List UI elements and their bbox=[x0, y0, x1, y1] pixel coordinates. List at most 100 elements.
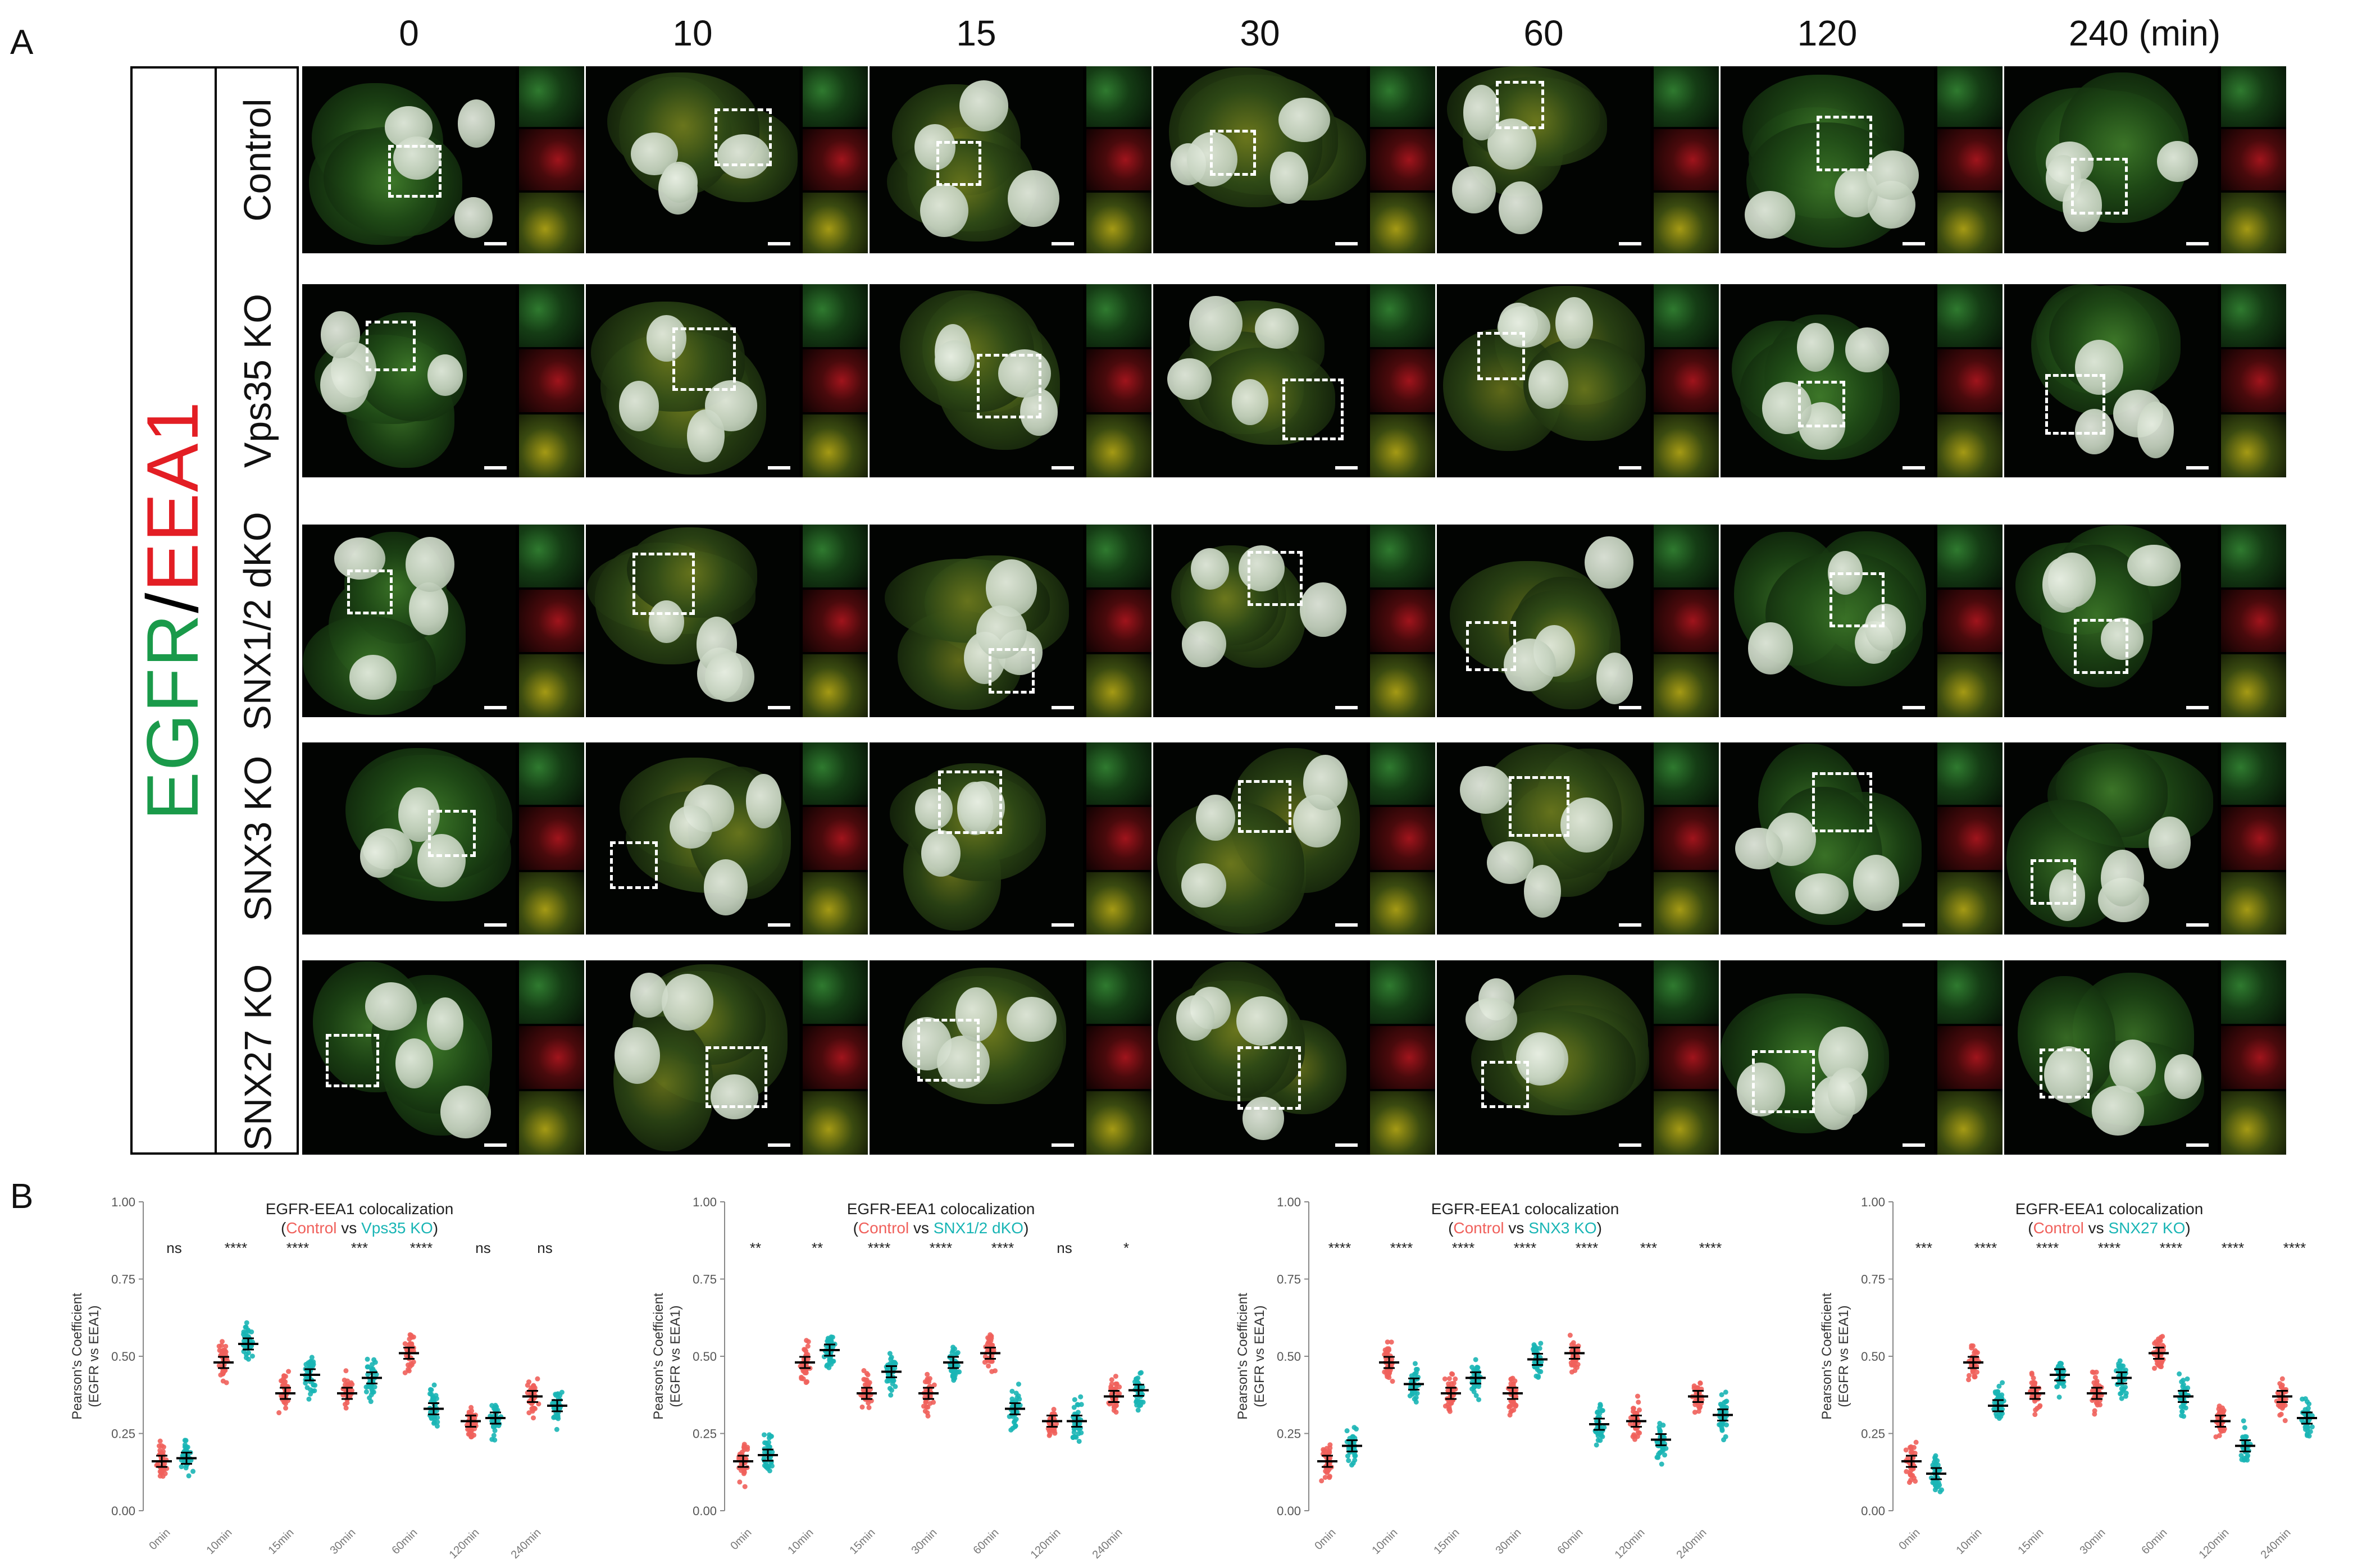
scale-bar bbox=[1619, 242, 1641, 245]
data-point bbox=[1012, 1418, 1017, 1424]
micrograph-image bbox=[586, 742, 799, 935]
data-point bbox=[1536, 1369, 1542, 1374]
data-point bbox=[1117, 1391, 1122, 1396]
data-point bbox=[1016, 1382, 1021, 1387]
y-tick-label: 0.00 bbox=[111, 1504, 135, 1518]
nucleus bbox=[1865, 603, 1906, 651]
y-tick-label: 0.50 bbox=[1861, 1350, 1885, 1364]
data-point bbox=[282, 1400, 288, 1405]
inset-egfr bbox=[519, 742, 584, 805]
data-point bbox=[220, 1339, 225, 1344]
nucleus bbox=[334, 537, 385, 580]
data-point bbox=[182, 1442, 188, 1448]
nucleus bbox=[649, 600, 684, 643]
scale-bar bbox=[1619, 923, 1641, 927]
micrograph-cell bbox=[302, 66, 584, 253]
inset-eea1 bbox=[1937, 349, 2003, 412]
data-point bbox=[1998, 1406, 2004, 1411]
roi-box bbox=[365, 321, 416, 371]
roi-box bbox=[1816, 115, 1873, 172]
nucleus bbox=[349, 655, 397, 700]
inset-egfr bbox=[803, 284, 868, 347]
micrograph-image bbox=[870, 960, 1083, 1155]
stain-egfr: EGFR bbox=[131, 613, 213, 821]
data-point bbox=[802, 1370, 808, 1375]
scale-bar bbox=[2186, 242, 2209, 245]
data-point bbox=[409, 1362, 415, 1368]
data-point bbox=[1659, 1461, 1664, 1467]
y-tick-label: 0.00 bbox=[693, 1504, 717, 1518]
scale-bar bbox=[1052, 242, 1074, 245]
data-point bbox=[802, 1347, 808, 1353]
data-point bbox=[2181, 1382, 2186, 1387]
data-point bbox=[1322, 1475, 1328, 1480]
data-point bbox=[1413, 1399, 1419, 1405]
data-point bbox=[2056, 1394, 2062, 1400]
data-point bbox=[2092, 1394, 2097, 1400]
data-point bbox=[2032, 1412, 2038, 1417]
inset-egfr bbox=[519, 284, 584, 347]
inset-merge bbox=[519, 414, 584, 477]
data-point bbox=[1630, 1434, 1636, 1439]
data-point bbox=[1389, 1339, 1394, 1345]
data-point bbox=[1113, 1385, 1119, 1391]
stain-eea1: EEA1 bbox=[131, 400, 213, 592]
data-point bbox=[1908, 1450, 1914, 1455]
inset-column bbox=[1654, 525, 1719, 717]
data-point bbox=[1442, 1376, 1448, 1382]
roi-box bbox=[989, 648, 1035, 694]
micrograph-cell bbox=[870, 960, 1152, 1155]
inset-merge bbox=[2221, 872, 2286, 935]
time-label: 0 bbox=[399, 13, 419, 53]
inset-egfr bbox=[1370, 960, 1435, 1024]
inset-eea1 bbox=[1937, 1025, 2003, 1090]
roi-box bbox=[1248, 551, 1303, 606]
nucleus bbox=[1008, 170, 1059, 227]
nucleus bbox=[1735, 827, 1783, 869]
data-point bbox=[1327, 1442, 1333, 1448]
data-point bbox=[1508, 1376, 1514, 1382]
data-point bbox=[982, 1354, 988, 1360]
micrograph-image bbox=[1721, 960, 1934, 1155]
nucleus bbox=[1191, 548, 1230, 590]
inset-egfr bbox=[1370, 284, 1435, 347]
nucleus bbox=[1303, 754, 1348, 810]
inset-egfr bbox=[2221, 66, 2286, 127]
data-point bbox=[1538, 1341, 1544, 1346]
significance-label: **** bbox=[2160, 1239, 2182, 1256]
data-point bbox=[220, 1378, 226, 1384]
chart-subtitle: (Control vs Vps35 KO) bbox=[281, 1219, 438, 1237]
micrograph-image bbox=[870, 66, 1083, 253]
data-point bbox=[1351, 1425, 1357, 1430]
scale-bar bbox=[2186, 706, 2209, 709]
data-point bbox=[2092, 1411, 2097, 1417]
roi-box bbox=[610, 841, 658, 889]
data-point bbox=[1967, 1373, 1972, 1378]
nucleus bbox=[427, 354, 463, 396]
data-point bbox=[826, 1337, 832, 1342]
data-point bbox=[435, 1419, 440, 1425]
micrograph-image bbox=[302, 66, 516, 253]
roi-box bbox=[428, 809, 476, 858]
x-tick-label: 30min bbox=[1493, 1526, 1523, 1557]
micrograph-cell bbox=[1721, 284, 2003, 477]
micrograph-image bbox=[1721, 742, 1934, 935]
nucleus bbox=[1196, 794, 1235, 841]
nucleus bbox=[959, 781, 1005, 833]
micrograph-image bbox=[1721, 525, 1934, 717]
inset-egfr bbox=[1937, 525, 2003, 587]
data-point bbox=[308, 1391, 313, 1397]
scale-bar bbox=[2186, 466, 2209, 470]
micrograph-image bbox=[1153, 284, 1367, 477]
nucleus bbox=[2063, 179, 2102, 232]
data-point bbox=[1473, 1357, 1478, 1362]
row-label: SNX27 KO bbox=[236, 964, 280, 1151]
x-tick-label: 60min bbox=[2139, 1526, 2169, 1557]
inset-column bbox=[519, 284, 584, 477]
data-point bbox=[2300, 1396, 2305, 1402]
micrograph-cell bbox=[1721, 960, 2003, 1155]
inset-egfr bbox=[1937, 742, 2003, 805]
significance-label: **** bbox=[2098, 1239, 2120, 1256]
data-point bbox=[892, 1360, 898, 1365]
inset-egfr bbox=[2221, 284, 2286, 347]
